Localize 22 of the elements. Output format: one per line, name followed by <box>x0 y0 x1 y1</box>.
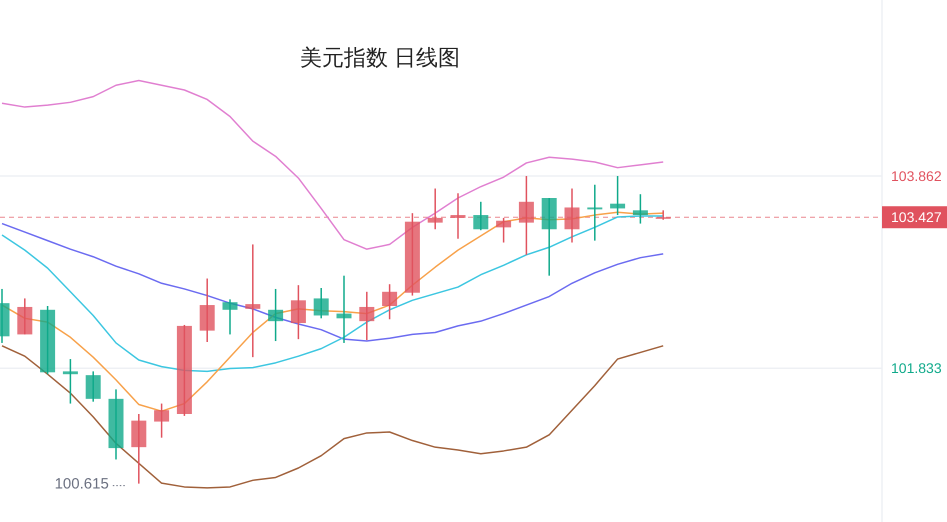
candlestick <box>314 287 329 320</box>
y-tick-label: 101.833 <box>891 360 942 376</box>
candlestick <box>610 175 626 216</box>
candlestick <box>268 288 284 342</box>
candlestick <box>290 284 306 340</box>
candlestick <box>382 283 398 320</box>
line-series <box>1 345 664 489</box>
annotation: 100.615 <box>54 476 109 493</box>
candlestick <box>86 370 101 402</box>
candlestick <box>473 201 488 231</box>
text: 美元指数 日线图 <box>300 45 460 70</box>
line-series <box>1 80 664 250</box>
line-series <box>1 222 664 342</box>
ref-line-label: 103.427 <box>891 209 942 226</box>
candlestick <box>245 244 260 358</box>
candlestick <box>154 402 170 438</box>
candlestick <box>222 298 238 336</box>
candlestick <box>359 291 374 341</box>
candlestick <box>336 274 352 344</box>
candlestick <box>587 184 602 242</box>
y-tick-label: 103.862 <box>891 168 942 184</box>
candlestick <box>632 193 648 224</box>
